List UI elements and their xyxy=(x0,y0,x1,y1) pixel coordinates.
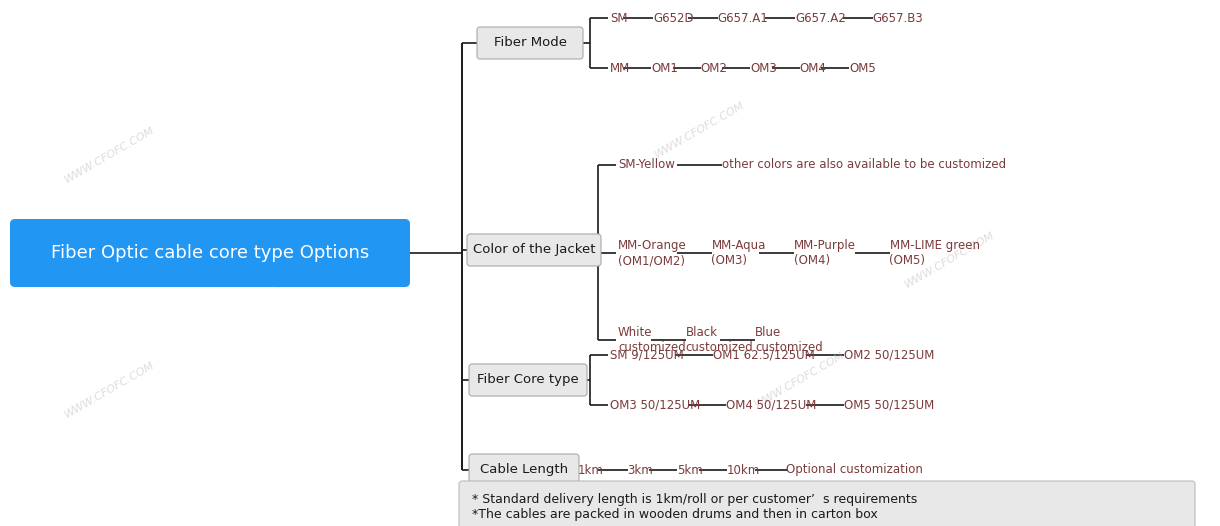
Text: OM2 50/125UM: OM2 50/125UM xyxy=(844,349,935,361)
Text: WWW.CFOFC.COM: WWW.CFOFC.COM xyxy=(903,230,997,290)
FancyBboxPatch shape xyxy=(468,454,580,486)
Text: SM 9/125UM: SM 9/125UM xyxy=(610,349,683,361)
Text: Fiber Mode: Fiber Mode xyxy=(494,36,566,49)
Text: G652D: G652D xyxy=(653,12,694,25)
Text: OM3 50/125UM: OM3 50/125UM xyxy=(610,399,700,411)
Text: WWW.CFOFC.COM: WWW.CFOFC.COM xyxy=(273,230,367,290)
Text: other colors are also available to be customized: other colors are also available to be cu… xyxy=(721,158,1005,171)
Text: Fiber Core type: Fiber Core type xyxy=(477,373,578,387)
Text: WWW.CFOFC.COM: WWW.CFOFC.COM xyxy=(753,350,847,410)
Text: MM-Purple
(OM4): MM-Purple (OM4) xyxy=(794,239,856,267)
Text: White
customized: White customized xyxy=(619,326,686,354)
Text: OM3: OM3 xyxy=(750,62,777,75)
Text: G657.A2: G657.A2 xyxy=(795,12,845,25)
FancyBboxPatch shape xyxy=(467,234,601,266)
Text: G657.B3: G657.B3 xyxy=(872,12,924,25)
Text: MM-LIME green
(OM5): MM-LIME green (OM5) xyxy=(889,239,980,267)
Text: Cable Length: Cable Length xyxy=(479,463,569,477)
Text: OM5 50/125UM: OM5 50/125UM xyxy=(844,399,935,411)
Text: SM-Yellow: SM-Yellow xyxy=(619,158,675,171)
Text: 10km: 10km xyxy=(726,463,760,477)
Text: MM-Orange
(OM1/OM2): MM-Orange (OM1/OM2) xyxy=(619,239,687,267)
Text: 1km: 1km xyxy=(578,463,604,477)
FancyBboxPatch shape xyxy=(477,27,583,59)
Text: MM: MM xyxy=(610,62,631,75)
Text: G657.A1: G657.A1 xyxy=(717,12,769,25)
FancyBboxPatch shape xyxy=(10,219,410,287)
Text: 3km: 3km xyxy=(627,463,653,477)
FancyBboxPatch shape xyxy=(468,364,587,396)
Text: OM4 50/125UM: OM4 50/125UM xyxy=(726,399,816,411)
Text: WWW.CFOFC.COM: WWW.CFOFC.COM xyxy=(63,360,157,420)
Text: Fiber Optic cable core type Options: Fiber Optic cable core type Options xyxy=(51,244,370,262)
Text: Blue
customized: Blue customized xyxy=(755,326,822,354)
Text: OM1 62.5/125UM: OM1 62.5/125UM xyxy=(712,349,815,361)
Text: OM4: OM4 xyxy=(799,62,826,75)
Text: WWW.CFOFC.COM: WWW.CFOFC.COM xyxy=(653,100,747,160)
Text: Black
customized: Black customized xyxy=(686,326,753,354)
Text: Color of the Jacket: Color of the Jacket xyxy=(473,244,595,257)
FancyBboxPatch shape xyxy=(459,481,1196,526)
Text: MM-Aqua
(OM3): MM-Aqua (OM3) xyxy=(711,239,766,267)
Text: * Standard delivery length is 1km/roll or per customer’  s requirements
*The cab: * Standard delivery length is 1km/roll o… xyxy=(472,493,917,521)
Text: Optional customization: Optional customization xyxy=(787,463,924,477)
Text: 5km: 5km xyxy=(677,463,703,477)
Text: OM5: OM5 xyxy=(849,62,876,75)
Text: OM2: OM2 xyxy=(700,62,727,75)
Text: WWW.CFOFC.COM: WWW.CFOFC.COM xyxy=(63,125,157,185)
Text: SM: SM xyxy=(610,12,627,25)
Text: OM1: OM1 xyxy=(651,62,678,75)
